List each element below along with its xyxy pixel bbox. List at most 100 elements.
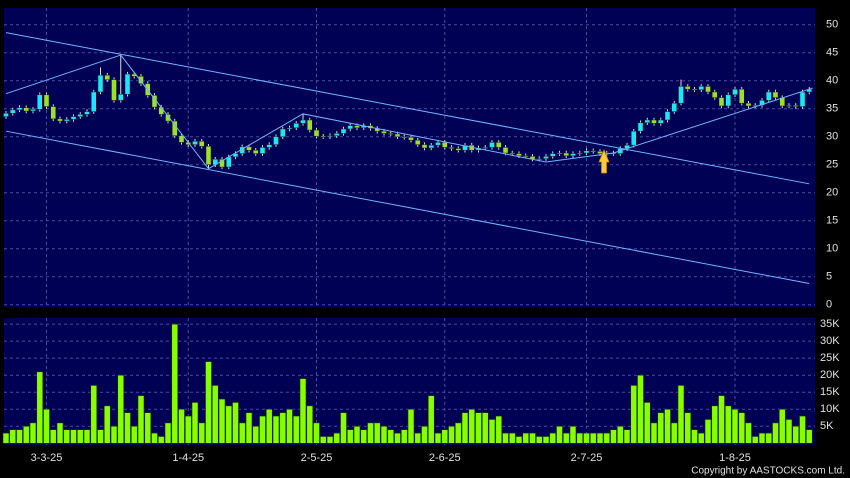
candle-body — [786, 105, 792, 107]
candle-body — [509, 152, 515, 155]
volume-bar — [90, 385, 98, 444]
volume-bar — [549, 432, 557, 444]
candle-body — [577, 152, 583, 155]
candle-body — [340, 128, 347, 134]
volume-bar — [225, 405, 233, 444]
candle-body — [496, 142, 502, 148]
candle-body — [91, 91, 97, 112]
candle-body — [685, 86, 691, 90]
y-tick-label: 20 — [826, 187, 838, 199]
y-tick-label: 25 — [826, 159, 838, 171]
volume-bar — [184, 415, 192, 444]
volume-bar — [110, 425, 118, 444]
candle-body — [651, 119, 657, 124]
y-tick-label: 20K — [820, 369, 840, 381]
volume-bar — [353, 425, 361, 444]
volume-bar — [380, 425, 388, 444]
candle-body — [246, 146, 252, 151]
y-tick-label: 30 — [826, 131, 838, 143]
x-tick-label: 1-4-25 — [172, 452, 204, 464]
volume-bar — [211, 385, 219, 444]
volume-bar — [657, 412, 665, 444]
volume-bar — [360, 429, 368, 444]
volume-bar — [22, 425, 30, 444]
candle-body — [354, 125, 360, 129]
volume-bar — [333, 432, 341, 444]
candle-body — [37, 94, 43, 110]
candle-body — [10, 109, 16, 114]
y-tick-label: 45 — [826, 47, 838, 59]
volume-bar — [623, 429, 631, 444]
candle-body — [394, 133, 401, 138]
candle-body — [658, 119, 664, 124]
candle-body — [739, 88, 745, 104]
volume-bar — [130, 425, 138, 444]
candle-body — [16, 107, 23, 111]
volume-bar — [765, 432, 773, 444]
y-tick-label: 10K — [820, 403, 840, 415]
volume-bar — [16, 429, 23, 444]
volume-bar — [603, 432, 611, 444]
volume-bar — [650, 422, 658, 444]
candle-body — [77, 114, 83, 117]
volume-bar — [306, 405, 314, 444]
volume-bar — [562, 432, 570, 444]
volume-bar — [238, 422, 246, 444]
volume-bar — [488, 419, 496, 444]
plot-layer: 3-3-25 1-4-25 2-5-25 2-6-25 2-7-25 1-8-25 0 5 10… — [2, 8, 840, 464]
candle-body — [118, 93, 124, 101]
volume-bar — [738, 412, 746, 444]
volume-bar — [313, 422, 320, 444]
candle-body — [280, 128, 286, 138]
candle-body — [64, 119, 70, 122]
x-tick-label: 2-6-25 — [429, 452, 461, 464]
candle-body — [435, 142, 441, 146]
candle-body — [381, 130, 387, 134]
candle-body — [462, 144, 468, 151]
volume-bar — [9, 429, 17, 444]
candle-body — [448, 147, 455, 149]
volume-bar — [157, 436, 165, 444]
volume-bar — [454, 422, 462, 444]
x-tick-label: 3-3-25 — [31, 452, 63, 464]
volume-bar — [556, 425, 563, 444]
candle-body — [178, 135, 185, 143]
candle-body — [401, 136, 407, 139]
candle-body — [455, 148, 461, 151]
candle-body — [482, 147, 488, 149]
volume-bar — [502, 432, 509, 444]
candle-body — [678, 86, 684, 104]
volume-bar — [616, 425, 624, 444]
volume-bar — [684, 412, 692, 444]
volume-bar — [265, 408, 273, 444]
volume-bar — [340, 412, 347, 444]
candle-body — [199, 141, 205, 147]
trend-line — [5, 130, 810, 284]
volume-bar — [508, 432, 516, 444]
volume-bar — [252, 425, 260, 444]
volume-bar — [421, 425, 428, 444]
candle-body — [104, 74, 110, 80]
y-tick-label: 5 — [826, 271, 832, 283]
candle-body — [442, 142, 448, 148]
candle-body — [570, 153, 576, 157]
candle-body — [732, 88, 738, 96]
volume-bar — [792, 425, 800, 444]
volume-bar — [97, 429, 104, 444]
volume-bar — [76, 429, 84, 444]
volume-bar — [664, 408, 671, 444]
volume-bar — [718, 395, 725, 444]
volume-bar — [515, 436, 523, 444]
volume-bar — [232, 402, 239, 444]
candle-body — [43, 94, 50, 107]
volume-bar — [387, 429, 395, 444]
candle-body — [745, 102, 752, 107]
candle-body — [644, 119, 650, 124]
candle-body — [320, 135, 326, 138]
volume-bar — [56, 422, 64, 444]
copyright: Copyright by AASTOCKS.com Ltd. — [691, 466, 845, 477]
candle-body — [334, 133, 340, 136]
candle-body — [671, 102, 677, 112]
candle-body — [725, 94, 731, 107]
